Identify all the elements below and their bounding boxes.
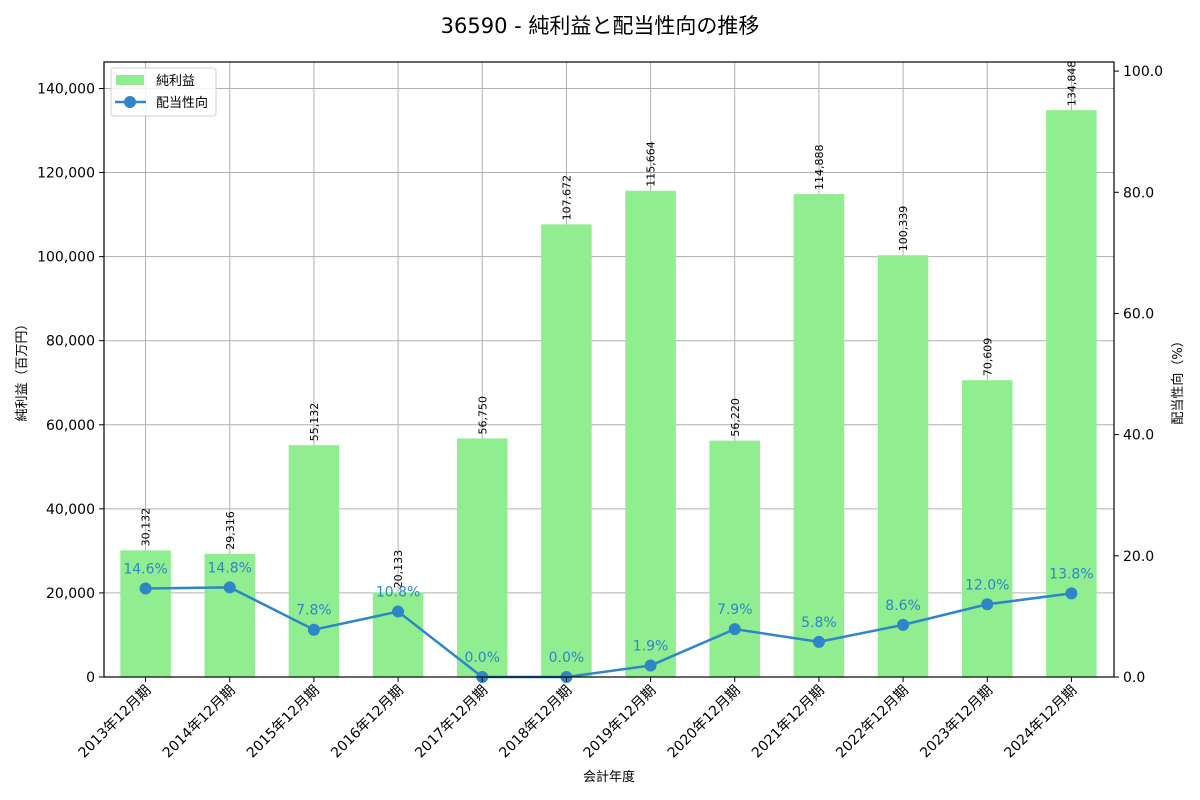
bar-value-label: 100,339 xyxy=(897,206,910,252)
line-value-label: 7.9% xyxy=(717,602,753,618)
line-marker xyxy=(812,635,825,648)
x-axis-label: 会計年度 xyxy=(583,769,635,785)
x-tick-label: 2016年12月期 xyxy=(328,683,407,762)
y-axis-right: 0.0 20.0 40.0 60.0 80.0 100.0 配当性向（%） xyxy=(1114,64,1186,686)
line-marker xyxy=(981,598,994,611)
bar-value-label: 29,316 xyxy=(224,511,237,550)
x-tick-label: 2018年12月期 xyxy=(496,683,575,762)
x-tick-label: 2020年12月期 xyxy=(665,683,744,762)
bar-value-label: 70,609 xyxy=(981,338,994,377)
bar-value-label: 134,848 xyxy=(1065,61,1078,107)
bar xyxy=(204,553,255,677)
bar xyxy=(709,440,760,677)
line-value-label: 14.8% xyxy=(208,560,252,576)
legend-bar-swatch xyxy=(116,75,144,85)
x-tick-label: 2014年12月期 xyxy=(160,683,239,762)
line-value-label: 7.8% xyxy=(296,603,332,619)
bar-value-label: 107,672 xyxy=(560,175,573,221)
line-value-label: 14.6% xyxy=(123,562,167,578)
bar-value-label: 114,888 xyxy=(813,145,826,191)
line-marker xyxy=(223,581,236,594)
y-axis-right-label: 配当性向（%） xyxy=(1170,334,1186,424)
x-tick-label: 2015年12月期 xyxy=(244,683,323,762)
y-tick-label: 20,000 xyxy=(46,586,95,602)
line-marker xyxy=(1065,587,1078,600)
x-tick-label: 2021年12月期 xyxy=(749,683,828,762)
plot-frame xyxy=(103,61,1115,678)
y-tick-label: 40.0 xyxy=(1123,428,1154,444)
bar xyxy=(1046,110,1097,677)
y-tick-label: 100.0 xyxy=(1123,64,1163,80)
bar xyxy=(120,550,171,677)
y-tick-label: 80.0 xyxy=(1123,185,1154,201)
y-tick-label: 0.0 xyxy=(1123,670,1145,686)
x-axis: 2013年12月期 2014年12月期 2015年12月期 2016年12月期 2017… xyxy=(76,677,1080,785)
line-marker xyxy=(644,659,657,672)
y-tick-label: 120,000 xyxy=(37,166,95,182)
x-tick-label: 2022年12月期 xyxy=(833,683,912,762)
y-tick-label: 140,000 xyxy=(37,81,95,97)
bar-series-net-income: 30,132 29,316 55,132 20,133 56,750 107,672 115… xyxy=(120,61,1097,678)
line-marker xyxy=(392,605,405,618)
legend-label-payout-ratio: 配当性向 xyxy=(156,95,208,111)
line-value-label: 0.0% xyxy=(549,650,585,666)
line-value-label: 12.0% xyxy=(965,577,1009,593)
bar-value-label: 56,750 xyxy=(476,396,489,435)
legend-label-net-income: 純利益 xyxy=(156,74,195,89)
line-series-payout-ratio: 14.6% 14.8% 7.8% 10.8% 0.0% 0.0% 1.9% 7.9% 5.8% 8… xyxy=(123,560,1094,683)
y-tick-label: 40,000 xyxy=(46,502,95,518)
line-marker xyxy=(728,623,741,636)
y-tick-label: 80,000 xyxy=(46,334,95,350)
line-value-label: 5.8% xyxy=(801,615,837,631)
bar xyxy=(288,445,340,677)
x-tick-label: 2023年12月期 xyxy=(917,683,996,762)
chart-title: 36590 - 純利益と配当性向の推移 xyxy=(440,14,760,38)
x-tick-label: 2017年12月期 xyxy=(412,683,491,762)
bar xyxy=(457,438,508,677)
y-tick-label: 60,000 xyxy=(46,418,95,434)
y-axis-left-label: 純利益（百万円） xyxy=(15,317,30,421)
bar-value-label: 115,664 xyxy=(645,141,658,187)
bar xyxy=(877,255,929,677)
line-value-label: 1.9% xyxy=(633,638,669,654)
x-tick-label: 2024年12月期 xyxy=(1001,683,1080,762)
line-value-label: 0.0% xyxy=(464,650,500,666)
y-axis-left: 0 20,000 40,000 60,000 80,000 100,000 120,000 1… xyxy=(15,81,104,686)
bar xyxy=(962,380,1013,677)
line-marker xyxy=(897,618,910,631)
legend-line-marker xyxy=(124,96,136,108)
bar xyxy=(372,592,424,677)
line-value-label: 13.8% xyxy=(1049,566,1093,582)
bar xyxy=(541,224,592,677)
line-marker xyxy=(139,582,152,595)
x-tick-label: 2013年12月期 xyxy=(76,683,155,762)
bar xyxy=(793,194,845,678)
bar-value-label: 30,132 xyxy=(140,508,153,547)
bar-value-label: 20,133 xyxy=(392,550,405,589)
line-value-label: 10.8% xyxy=(376,585,420,601)
bar-value-label: 56,220 xyxy=(729,398,742,437)
y-tick-label: 20.0 xyxy=(1123,549,1154,565)
line-marker xyxy=(307,623,320,636)
y-tick-label: 0 xyxy=(86,670,95,686)
y-tick-label: 60.0 xyxy=(1123,306,1154,322)
y-tick-label: 100,000 xyxy=(37,250,95,266)
line-value-label: 8.6% xyxy=(885,598,921,614)
bar xyxy=(625,190,676,677)
bar-value-label: 55,132 xyxy=(308,403,321,442)
x-tick-label: 2019年12月期 xyxy=(581,683,660,762)
